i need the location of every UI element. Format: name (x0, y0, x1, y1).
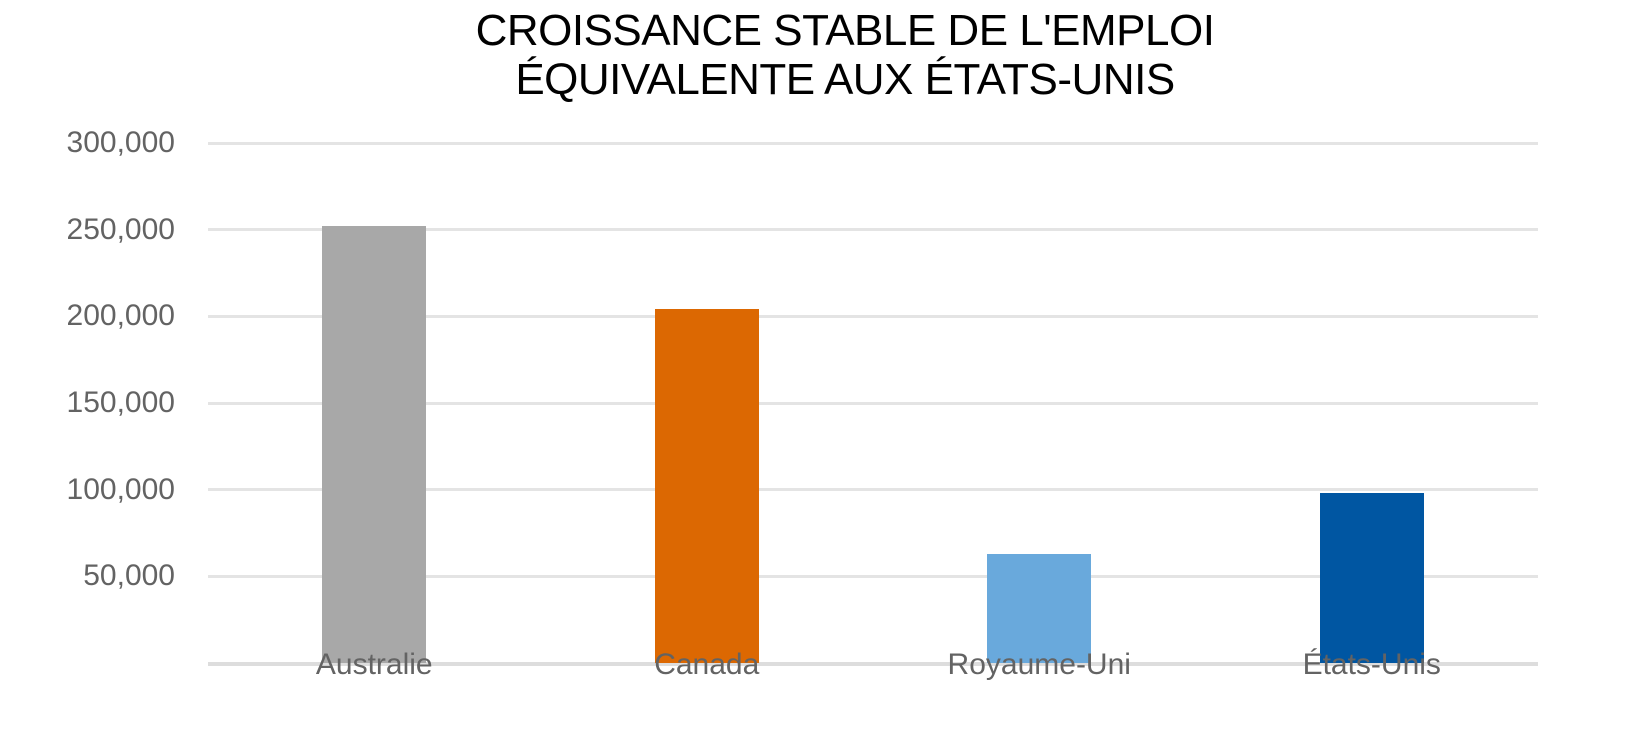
y-gridline-100000 (208, 488, 1538, 492)
bar-royaume-uni (987, 553, 1092, 663)
chart-title-line-1: CROISSANCE STABLE DE L'EMPLOI (475, 6, 1215, 55)
y-tick-label-100-000: 100,000 (66, 472, 175, 506)
x-category-label-australie: Australie (315, 648, 433, 681)
x-category-label-royaume-uni: Royaume-Uni (947, 648, 1131, 681)
plot-area (208, 141, 1538, 666)
chart-title: CROISSANCE STABLE DE L'EMPLOI ÉQUIVALENT… (476, 6, 1215, 104)
x-category-label-etats-unis: États-Unis (1302, 648, 1441, 681)
x-category-label-canada: Canada (654, 648, 760, 681)
y-gridline-250000 (208, 228, 1538, 232)
bar-etats-unis (1319, 493, 1424, 663)
y-gridline-200000 (208, 314, 1538, 318)
y-gridline-50000 (208, 574, 1538, 578)
bar-canada (654, 309, 759, 663)
y-tick-label-300-000: 300,000 (66, 126, 175, 159)
y-tick-label-150-000: 150,000 (66, 386, 175, 419)
y-tick-label-200-000: 200,000 (66, 299, 175, 333)
y-tick-label-250-000: 250,000 (66, 212, 175, 246)
bar-australie (322, 226, 427, 663)
x-axis-baseline (208, 661, 1538, 666)
y-gridline-300000 (208, 141, 1538, 145)
y-tick-label-50-000: 50,000 (83, 559, 175, 593)
y-gridline-150000 (208, 401, 1538, 405)
chart-title-line-2: ÉQUIVALENTE AUX ÉTATS-UNIS (515, 55, 1175, 104)
